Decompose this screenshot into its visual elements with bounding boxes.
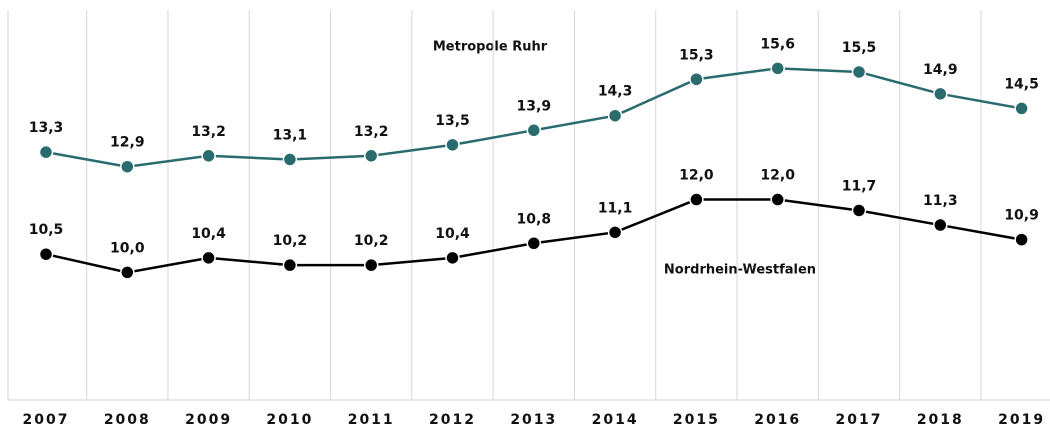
data-label: 10,4	[191, 226, 226, 242]
data-point	[689, 72, 704, 87]
x-tick-label: 2017	[836, 412, 883, 428]
data-point	[770, 192, 785, 207]
data-point	[282, 257, 298, 273]
data-label: 14,3	[598, 84, 633, 100]
data-label: 10,2	[354, 233, 389, 249]
data-label: 13,5	[435, 113, 470, 129]
data-label: 11,7	[842, 178, 877, 194]
data-label: 10,0	[110, 240, 145, 256]
data-label: 10,2	[273, 233, 308, 249]
data-label: 10,4	[435, 226, 470, 242]
data-label: 14,9	[923, 62, 958, 78]
data-point	[363, 148, 379, 164]
data-label: 10,9	[1004, 208, 1039, 224]
data-label: 12,9	[110, 135, 145, 151]
x-tick-label: 2014	[592, 412, 639, 428]
data-point	[120, 159, 135, 174]
data-point	[38, 144, 54, 160]
data-point	[933, 217, 948, 233]
x-tick-label: 2012	[429, 412, 476, 428]
data-point	[1014, 101, 1029, 116]
data-point	[526, 236, 542, 251]
series-annotation: Nordrhein-Westfalen	[664, 263, 816, 278]
x-tick-label: 2011	[348, 412, 395, 428]
data-point	[282, 152, 298, 167]
data-label: 13,3	[29, 120, 64, 136]
data-point	[363, 257, 379, 273]
data-label: 12,0	[760, 168, 795, 184]
data-point	[1014, 232, 1029, 247]
data-label: 13,2	[354, 124, 389, 140]
x-tick-label: 2008	[104, 412, 151, 428]
data-point	[526, 123, 542, 138]
series-line	[45, 67, 1022, 168]
data-point	[120, 265, 135, 280]
data-label: 13,9	[517, 98, 552, 114]
data-label: 13,1	[273, 127, 308, 143]
x-tick-label: 2010	[266, 412, 313, 428]
data-label: 10,5	[29, 222, 64, 238]
data-point	[770, 61, 785, 76]
x-tick-label: 2016	[754, 412, 801, 428]
data-label: 11,3	[923, 193, 958, 209]
x-tick-label: 2007	[23, 412, 70, 428]
data-point	[607, 225, 623, 240]
data-point	[201, 250, 216, 266]
data-label: 12,0	[679, 168, 714, 184]
data-label: 15,6	[760, 36, 795, 52]
data-point	[201, 148, 216, 164]
x-tick-label: 2015	[673, 412, 720, 428]
data-point	[851, 64, 867, 80]
x-tick-label: 2013	[510, 412, 557, 428]
x-tick-label: 2018	[917, 412, 964, 428]
data-point	[851, 203, 867, 218]
data-point	[933, 86, 948, 102]
data-point	[445, 250, 460, 266]
data-point	[38, 246, 54, 262]
data-label: 10,8	[517, 211, 552, 227]
series-annotation: Metropole Ruhr	[433, 40, 548, 55]
data-label: 15,5	[842, 40, 877, 56]
x-tick-label: 2009	[185, 412, 232, 428]
data-point	[607, 108, 623, 123]
data-label: 11,1	[598, 200, 633, 216]
data-label: 15,3	[679, 47, 714, 63]
data-point	[445, 137, 460, 153]
data-label: 14,5	[1004, 76, 1039, 92]
data-label: 13,2	[191, 124, 226, 140]
x-tick-label: 2019	[998, 412, 1045, 428]
data-point	[689, 192, 704, 207]
